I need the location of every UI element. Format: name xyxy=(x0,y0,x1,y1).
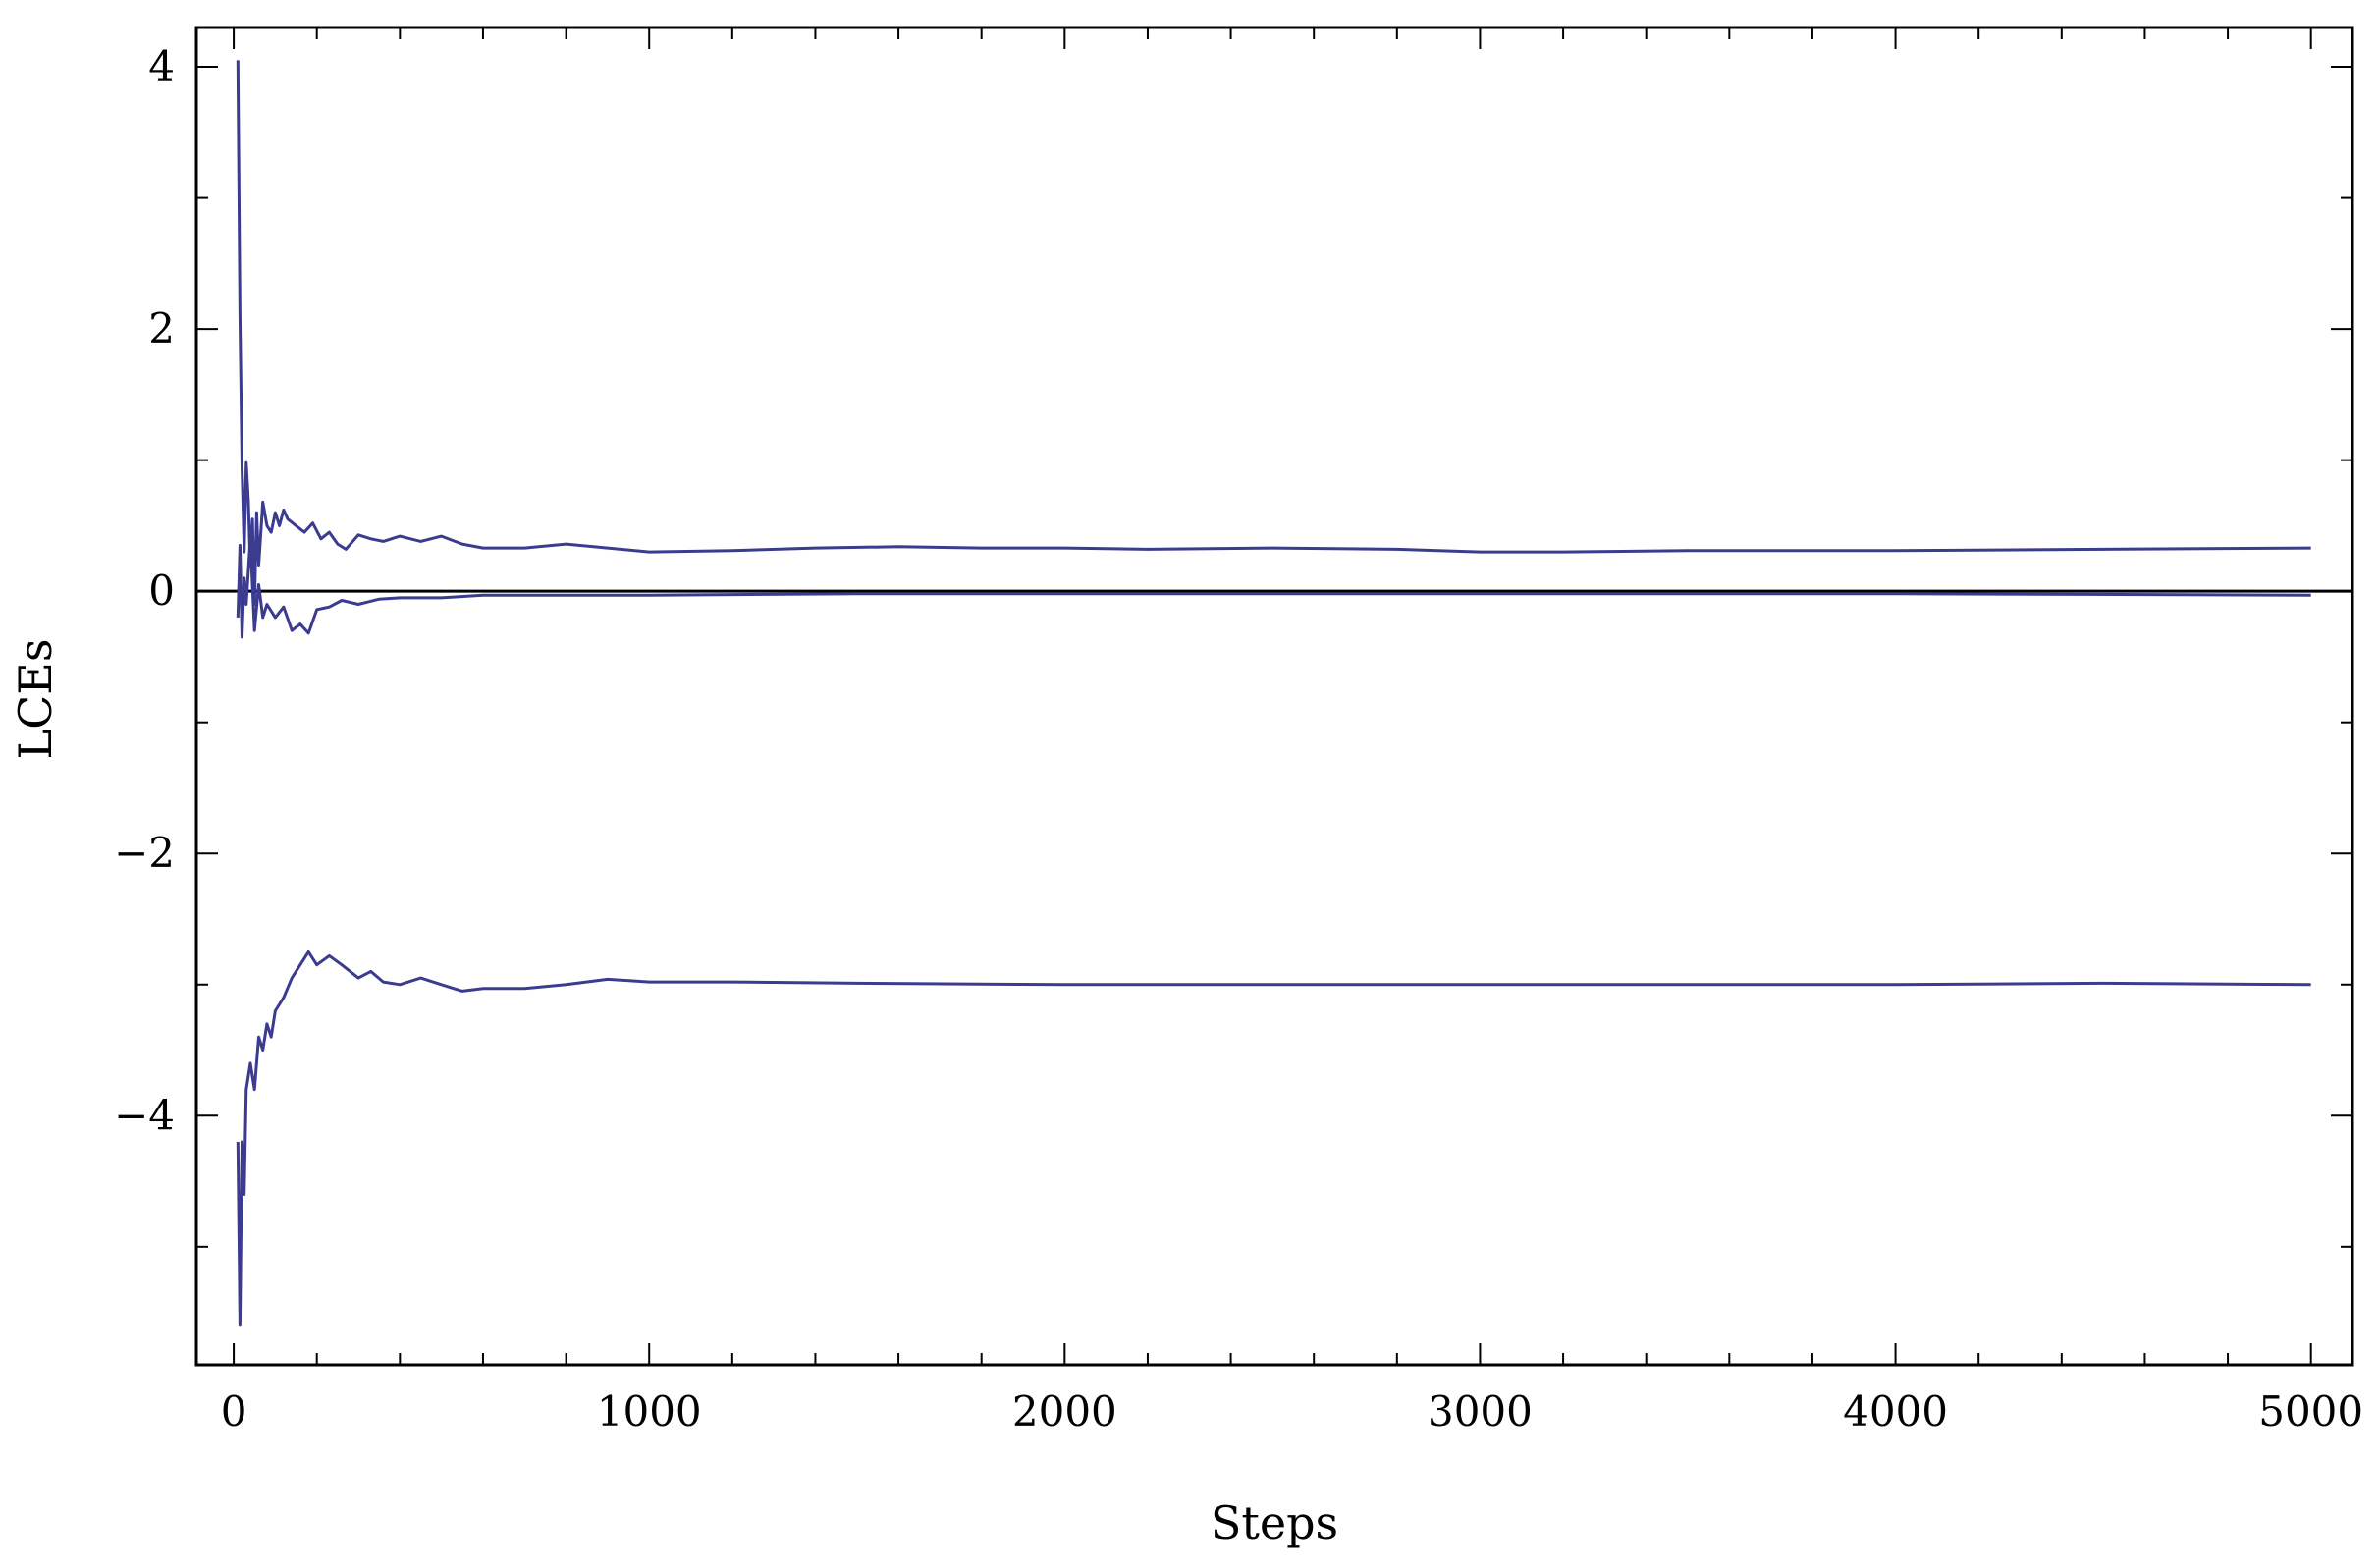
series-line-1 xyxy=(236,60,2311,606)
plot-frame xyxy=(194,26,2354,1367)
y-axis-title: LCEs xyxy=(9,639,62,760)
tick-labels: 0 1000 2000 3000 4000 5000 −4 −2 0 2 4 xyxy=(114,42,2363,1435)
y-tick-label: −2 xyxy=(114,829,175,877)
y-tick-label: 0 xyxy=(148,567,175,615)
series-group xyxy=(236,60,2311,1327)
y-tick-label: 2 xyxy=(148,304,175,352)
y-tick-label: 4 xyxy=(148,42,175,90)
series-line-3 xyxy=(236,949,2311,1327)
x-tick-label: 2000 xyxy=(1012,1387,1117,1435)
axis-ticks xyxy=(196,27,2352,1365)
series-line-2 xyxy=(236,537,2311,639)
x-tick-label: 0 xyxy=(221,1387,247,1435)
x-tick-label: 4000 xyxy=(1843,1387,1948,1435)
y-tick-label: −4 xyxy=(114,1091,175,1139)
x-tick-label: 5000 xyxy=(2258,1387,2363,1435)
x-tick-label: 3000 xyxy=(1428,1387,1533,1435)
x-tick-label: 1000 xyxy=(597,1387,702,1435)
x-axis-title: Steps xyxy=(1211,1496,1338,1549)
